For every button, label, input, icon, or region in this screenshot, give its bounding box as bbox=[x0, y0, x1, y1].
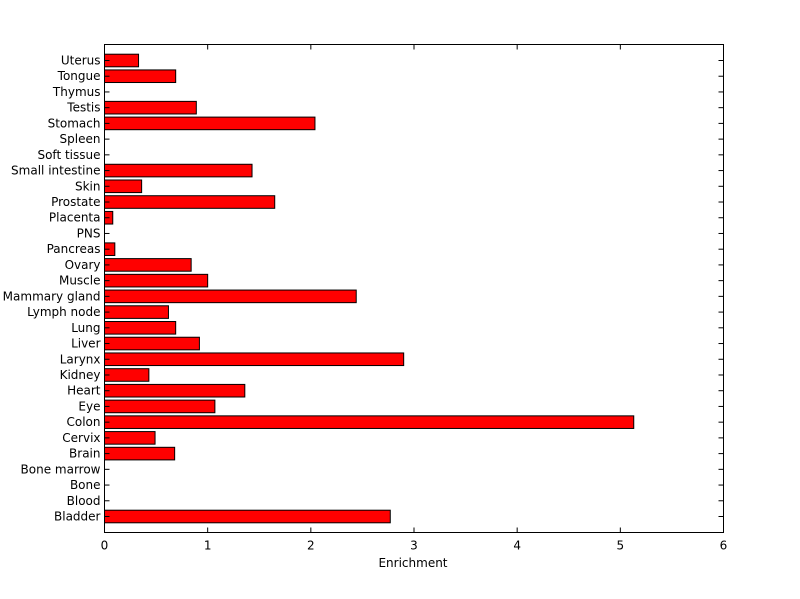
bar-colon bbox=[104, 415, 635, 429]
y-tick-label-small-intestine: Small intestine bbox=[11, 164, 100, 178]
bar-stomach bbox=[104, 116, 316, 131]
bar-liver bbox=[104, 336, 200, 351]
y-tick-label-colon: Colon bbox=[66, 415, 100, 429]
y-tick-label-eye: Eye bbox=[78, 399, 100, 413]
y-tick-label-cervix: Cervix bbox=[62, 431, 100, 445]
y-tick-label-prostate: Prostate bbox=[51, 195, 100, 209]
plot-frame bbox=[104, 44, 724, 533]
bar-ovary bbox=[104, 258, 192, 272]
y-tick-label-muscle: Muscle bbox=[59, 274, 101, 288]
y-tick-label-larynx: Larynx bbox=[60, 352, 101, 366]
y-tick-label-bladder: Bladder bbox=[54, 510, 101, 524]
bar-lung bbox=[104, 321, 177, 335]
bar-testis bbox=[104, 100, 197, 115]
y-tick-label-bone: Bone bbox=[70, 478, 101, 492]
y-tick-label-mammary-gland: Mammary gland bbox=[3, 289, 101, 303]
y-tick-label-tongue: Tongue bbox=[57, 69, 101, 83]
bar-brain bbox=[104, 446, 176, 461]
x-axis-title: Enrichment bbox=[378, 556, 447, 570]
y-tick-label-skin: Skin bbox=[75, 179, 101, 193]
y-tick-label-lymph-node: Lymph node bbox=[27, 305, 100, 319]
y-tick-label-lung: Lung bbox=[71, 321, 100, 335]
y-tick-label-kidney: Kidney bbox=[60, 368, 101, 382]
y-tick-label-thymus: Thymus bbox=[52, 85, 101, 99]
bar-small-intestine bbox=[104, 163, 253, 178]
bar-mammary-gland bbox=[104, 289, 357, 304]
y-tick-label-testis: Testis bbox=[66, 101, 100, 115]
bar-bladder bbox=[104, 509, 391, 524]
y-tick-label-uterus: Uterus bbox=[61, 54, 101, 68]
bar-skin bbox=[104, 179, 143, 194]
bar-eye bbox=[104, 399, 216, 414]
x-tick-label-1: 1 bbox=[204, 539, 212, 553]
bar-prostate bbox=[104, 195, 276, 209]
y-tick-label-stomach: Stomach bbox=[48, 116, 101, 130]
y-tick-label-soft-tissue: Soft tissue bbox=[37, 148, 100, 162]
bar-lymph-node bbox=[104, 305, 169, 319]
y-tick-label-placenta: Placenta bbox=[49, 211, 101, 225]
y-tick-label-heart: Heart bbox=[67, 384, 101, 398]
y-tick-label-brain: Brain bbox=[69, 447, 100, 461]
x-tick-label-6: 6 bbox=[720, 539, 728, 553]
bar-tongue bbox=[104, 69, 177, 84]
x-tick-label-5: 5 bbox=[617, 539, 625, 553]
y-tick-label-liver: Liver bbox=[71, 337, 101, 351]
y-tick-label-bone-marrow: Bone marrow bbox=[21, 462, 101, 476]
x-tick-label-0: 0 bbox=[101, 539, 109, 553]
y-tick-label-pancreas: Pancreas bbox=[47, 242, 101, 256]
bar-larynx bbox=[104, 352, 405, 367]
x-tick-label-3: 3 bbox=[410, 539, 418, 553]
y-tick-label-blood: Blood bbox=[67, 494, 101, 508]
bar-heart bbox=[104, 383, 246, 398]
bar-uterus bbox=[104, 53, 140, 68]
x-tick-label-2: 2 bbox=[307, 539, 315, 553]
y-tick-label-ovary: Ovary bbox=[65, 258, 101, 272]
y-tick-label-pns: PNS bbox=[77, 226, 101, 240]
bar-muscle bbox=[104, 273, 209, 288]
bar-kidney bbox=[104, 368, 150, 382]
bar-cervix bbox=[104, 431, 156, 445]
x-tick-label-4: 4 bbox=[513, 539, 521, 553]
y-tick-label-spleen: Spleen bbox=[60, 132, 101, 146]
